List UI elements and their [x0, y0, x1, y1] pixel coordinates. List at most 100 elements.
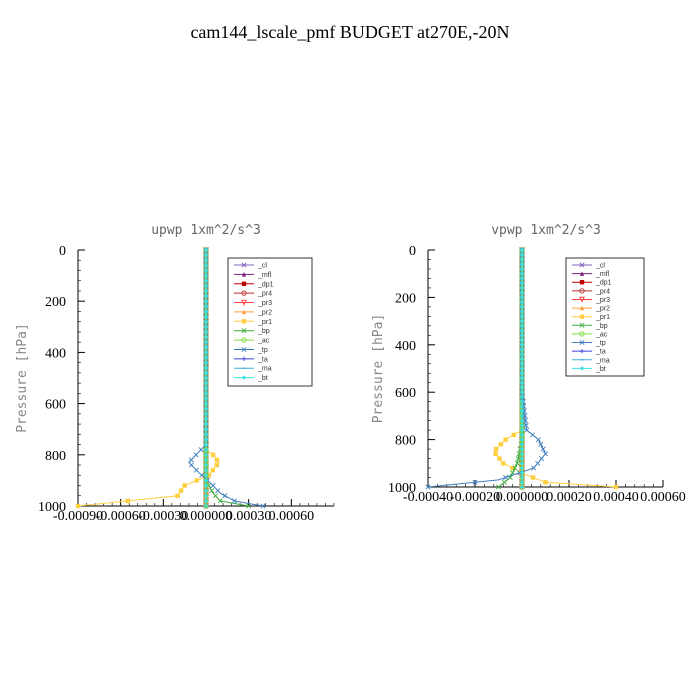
- data-point: [203, 268, 209, 273]
- data-point: [519, 413, 525, 419]
- legend-label: _ta: [595, 349, 606, 356]
- figure-title: cam144_lscale_pmf BUDGET at270E,-20N: [190, 22, 510, 42]
- data-point: [203, 375, 209, 381]
- data-point: [203, 299, 209, 304]
- y-tick-label: 1000: [388, 481, 416, 496]
- data-point: [519, 285, 525, 291]
- data-point: [231, 498, 237, 504]
- data-point: [203, 488, 209, 493]
- legend-marker: [579, 296, 585, 303]
- data-point: [203, 462, 209, 468]
- legend-label: _pr1: [595, 314, 610, 321]
- data-point: [519, 394, 525, 400]
- legend-label: _pr4: [595, 288, 610, 295]
- x-tick-label: 0.000000: [496, 490, 549, 505]
- data-point: [519, 356, 525, 362]
- legend-entry: _pr1: [572, 314, 610, 321]
- legend-marker: [579, 262, 585, 268]
- data-point: [203, 406, 209, 411]
- data-point: [203, 427, 209, 432]
- legend-label: _tp: [257, 347, 268, 354]
- y-axis-label: Pressure [hPa]: [15, 323, 30, 433]
- data-point: [503, 437, 508, 442]
- data-point: [519, 276, 525, 281]
- legend-label: _mfl: [595, 271, 610, 278]
- data-point: [495, 484, 502, 490]
- data-point: [519, 266, 525, 272]
- data-point: [222, 493, 228, 499]
- data-point: [203, 247, 209, 253]
- data-point: [203, 293, 209, 299]
- data-point: [519, 385, 525, 390]
- data-point: [203, 432, 209, 437]
- data-point: [193, 452, 199, 458]
- data-point: [203, 309, 209, 314]
- data-point: [203, 396, 209, 401]
- legend-marker: [579, 331, 585, 337]
- data-point: [519, 280, 525, 286]
- legend-label: _dp1: [257, 281, 274, 288]
- x-tick-label: 0.00020: [546, 490, 592, 505]
- data-point: [203, 447, 209, 452]
- legend-label: _pr4: [257, 291, 272, 298]
- data-point: [203, 483, 209, 488]
- legend-marker: [241, 337, 247, 343]
- data-point: [519, 456, 525, 461]
- data-point: [514, 460, 520, 466]
- data-point: [501, 479, 507, 485]
- data-point: [519, 295, 525, 300]
- legend-marker: [241, 281, 247, 286]
- legend-entry: _tp: [234, 346, 268, 354]
- legend-label: _bt: [595, 366, 606, 373]
- legend-entry: _dp1: [234, 281, 274, 288]
- data-point: [523, 418, 529, 424]
- y-tick-label: 600: [45, 398, 66, 413]
- x-tick-label: -0.00060: [96, 509, 146, 524]
- legend-entry: _ma: [234, 366, 272, 373]
- legend-marker: [579, 280, 585, 285]
- data-point: [519, 304, 525, 310]
- data-point: [214, 457, 220, 463]
- x-tick-label: 0.00030: [226, 509, 272, 524]
- series-line: [498, 250, 523, 488]
- legend: _cl_mfl_dp1_pr4_pr3_pr2_pr1_bp_ac_tp_ta_…: [565, 257, 645, 377]
- data-point: [519, 484, 525, 490]
- legend-marker: [241, 272, 247, 277]
- data-point: [203, 355, 209, 360]
- legend-label: _cl: [257, 263, 267, 270]
- legend-marker: [241, 299, 247, 306]
- legend-marker: [579, 314, 585, 319]
- data-point: [203, 360, 209, 365]
- series-line: [77, 250, 220, 507]
- data-point: [519, 271, 525, 276]
- legend-entry: _pr4: [572, 288, 610, 295]
- legend-marker: [241, 262, 247, 268]
- y-tick-label: 800: [395, 434, 416, 449]
- data-point: [519, 408, 525, 414]
- legend-entry: _bp: [234, 328, 270, 335]
- data-point: [493, 446, 499, 452]
- y-tick-label: 0: [59, 244, 66, 259]
- data-point: [194, 478, 199, 483]
- data-point: [501, 461, 506, 466]
- legend-marker: [241, 309, 247, 315]
- legend-marker: [579, 348, 585, 354]
- legend-marker: [579, 305, 585, 311]
- data-point: [203, 503, 209, 509]
- data-point: [519, 446, 525, 452]
- data-point: [531, 465, 537, 471]
- data-point: [503, 475, 509, 481]
- legend-entry: _pr2: [572, 306, 610, 313]
- data-point: [199, 472, 205, 478]
- data-point: [203, 442, 209, 447]
- data-point: [203, 498, 209, 504]
- data-point: [519, 252, 525, 257]
- data-point: [203, 386, 209, 391]
- data-point: [519, 347, 525, 352]
- data-point: [519, 290, 525, 295]
- data-point: [519, 262, 525, 267]
- legend-marker: [241, 346, 247, 352]
- legend-label: _cl: [595, 263, 605, 270]
- panel-title: vpwp 1xm^2/s^3: [491, 223, 601, 238]
